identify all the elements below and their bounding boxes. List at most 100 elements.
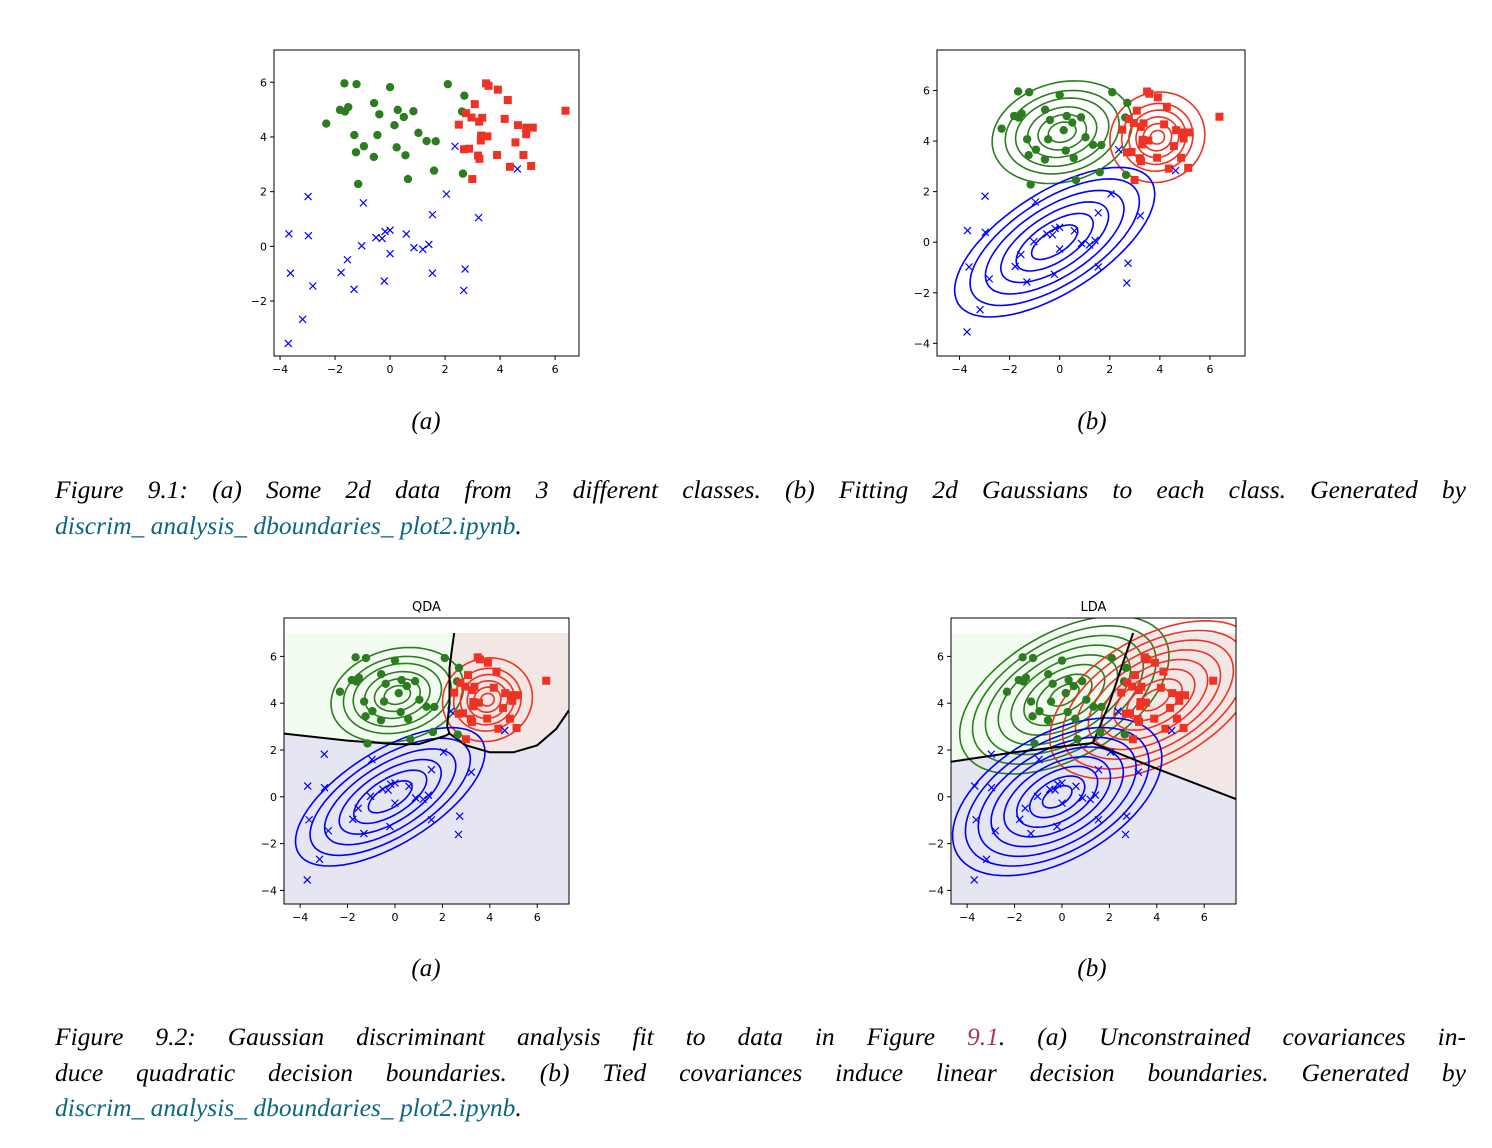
point-green bbox=[1057, 656, 1067, 665]
point-green bbox=[1068, 118, 1077, 127]
x-tick-label: 4 bbox=[1156, 363, 1163, 376]
point-red bbox=[454, 120, 463, 129]
point-green bbox=[1022, 135, 1032, 144]
point-red bbox=[522, 130, 531, 139]
point-red bbox=[1164, 164, 1173, 173]
point-green bbox=[1120, 730, 1129, 739]
point-blue bbox=[1078, 794, 1087, 802]
point-green bbox=[392, 143, 401, 152]
point-red bbox=[1135, 717, 1144, 726]
point-blue bbox=[381, 227, 390, 236]
caption-text: . (a) Unconstrained covariances in- bbox=[998, 1022, 1466, 1051]
point-red bbox=[1215, 112, 1224, 121]
point-red bbox=[528, 123, 537, 132]
plot-title: QDA bbox=[412, 600, 441, 615]
point-red bbox=[484, 81, 493, 90]
point-green bbox=[1044, 669, 1053, 679]
x-tick-label: 2 bbox=[1106, 911, 1113, 924]
x-tick-label: 4 bbox=[1153, 911, 1160, 924]
point-blue bbox=[1016, 250, 1025, 259]
point-red bbox=[1169, 142, 1178, 151]
point-red bbox=[460, 145, 469, 154]
contour-blue bbox=[964, 726, 1150, 867]
point-red bbox=[1175, 691, 1184, 700]
contour-green bbox=[352, 662, 443, 728]
x-tick-label: 6 bbox=[1206, 363, 1213, 376]
x-tick-label: 2 bbox=[1106, 363, 1113, 376]
point-red bbox=[505, 714, 514, 723]
contour-blue bbox=[969, 178, 1141, 307]
panel-fig1a: −4 −2 0 2 4 6 −2 0 2 4 6 bbox=[251, 49, 580, 376]
y-tick-label: 2 bbox=[923, 186, 930, 199]
decision-boundary bbox=[446, 632, 456, 734]
point-red bbox=[1150, 658, 1159, 667]
x-tick-label: 2 bbox=[442, 363, 449, 376]
point-green bbox=[375, 110, 384, 119]
point-blue bbox=[337, 268, 346, 277]
point-red bbox=[1142, 655, 1151, 664]
point-blue bbox=[439, 748, 448, 757]
point-blue bbox=[1053, 822, 1061, 831]
point-red bbox=[1185, 128, 1194, 137]
contour-blue bbox=[323, 748, 457, 846]
point-blue bbox=[451, 142, 459, 151]
x-tick-label: 0 bbox=[387, 363, 394, 376]
y-tick-label: 2 bbox=[937, 744, 944, 757]
x-tick-label: −4 bbox=[951, 363, 967, 376]
point-red bbox=[461, 735, 470, 744]
point-green bbox=[1055, 90, 1064, 100]
point-blue bbox=[972, 815, 981, 824]
point-green bbox=[430, 702, 439, 712]
contour-blue bbox=[1015, 765, 1099, 828]
point-blue bbox=[446, 707, 455, 716]
point-blue bbox=[1094, 765, 1103, 774]
point-blue bbox=[513, 165, 522, 173]
point-blue bbox=[1051, 786, 1060, 794]
point-green bbox=[379, 697, 389, 706]
point-red bbox=[519, 151, 528, 160]
point-blue bbox=[1058, 779, 1066, 787]
point-blue bbox=[1011, 262, 1020, 271]
point-blue bbox=[366, 792, 375, 801]
point-green bbox=[453, 730, 462, 739]
figure-ref-link[interactable]: 9.1 bbox=[967, 1022, 999, 1051]
point-red bbox=[1160, 120, 1169, 129]
point-blue bbox=[459, 286, 468, 295]
point-blue bbox=[1033, 792, 1042, 801]
point-green bbox=[1097, 702, 1106, 712]
point-blue bbox=[1085, 241, 1094, 249]
contour-blue bbox=[1003, 755, 1112, 838]
point-red bbox=[477, 131, 486, 140]
contour-blue bbox=[294, 726, 486, 867]
point-green bbox=[458, 169, 468, 178]
point-blue bbox=[303, 875, 312, 884]
point-blue bbox=[320, 750, 329, 759]
y-tick-label: −2 bbox=[914, 287, 930, 300]
point-blue bbox=[411, 794, 420, 802]
point-blue bbox=[976, 305, 984, 314]
point-red bbox=[1179, 134, 1188, 143]
contour-red bbox=[1087, 649, 1222, 751]
x-tick-label: 6 bbox=[552, 363, 559, 376]
point-green bbox=[1071, 714, 1080, 724]
point-green bbox=[1017, 109, 1026, 118]
point-blue bbox=[304, 231, 313, 240]
point-green bbox=[361, 712, 370, 721]
point-green bbox=[322, 119, 331, 128]
point-blue bbox=[1106, 748, 1115, 757]
point-blue bbox=[1055, 223, 1064, 232]
point-green bbox=[1062, 111, 1071, 121]
point-red bbox=[476, 136, 485, 145]
point-blue bbox=[987, 750, 996, 759]
point-red bbox=[474, 698, 483, 707]
point-red bbox=[1138, 135, 1147, 144]
point-green bbox=[1028, 712, 1037, 721]
point-green bbox=[1097, 140, 1106, 150]
point-blue bbox=[324, 826, 333, 835]
point-red bbox=[450, 688, 459, 697]
notebook-link[interactable]: discrim_ analysis_ dboundaries_ plot2.ip… bbox=[55, 510, 516, 540]
notebook-link[interactable]: discrim_ analysis_ dboundaries_ plot2.ip… bbox=[55, 1093, 516, 1122]
point-blue bbox=[354, 804, 363, 813]
point-red bbox=[1127, 147, 1136, 156]
point-blue bbox=[1055, 245, 1064, 253]
